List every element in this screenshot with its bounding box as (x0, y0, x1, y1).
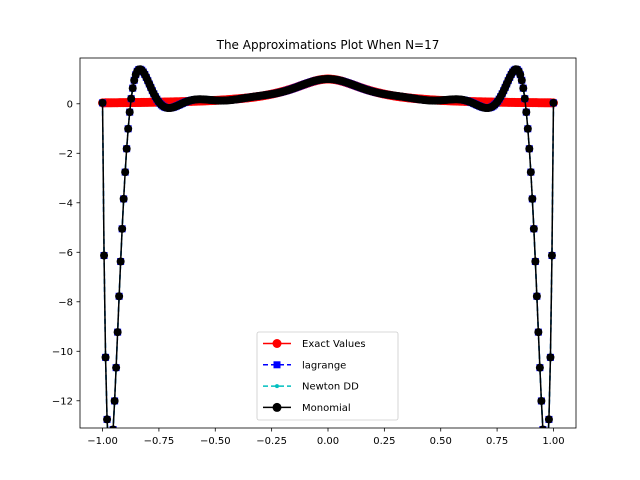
x-tick-label: 1.00 (542, 436, 564, 447)
data-point (112, 363, 121, 372)
legend-item: Exact Values (263, 339, 366, 350)
y-tick-label: −8 (58, 297, 73, 308)
data-point (529, 224, 538, 233)
data-point (539, 425, 547, 428)
x-tick-label: 0.25 (373, 436, 395, 447)
data-point (520, 94, 529, 103)
data-point (547, 251, 556, 260)
y-tick-label: −4 (58, 198, 73, 209)
x-tick-label: 0.00 (317, 436, 339, 447)
data-point (103, 415, 112, 424)
data-point (535, 363, 544, 372)
x-tick-label: 0.50 (430, 436, 452, 447)
data-point (127, 94, 136, 103)
data-point (519, 84, 528, 93)
data-point (546, 353, 555, 362)
data-point (113, 328, 122, 337)
data-point (122, 144, 131, 153)
y-axis: 0 −2 −4 −6 −8 −10 −12 (52, 99, 80, 407)
y-tick-label: −12 (52, 396, 73, 407)
chart-title: The Approximations Plot When N=17 (216, 38, 440, 52)
x-tick-label: −0.75 (144, 436, 175, 447)
legend-marker (272, 402, 282, 412)
data-point (101, 353, 110, 362)
data-point (534, 328, 543, 337)
data-point (121, 168, 130, 177)
data-point (532, 292, 541, 301)
data-point (98, 98, 107, 107)
legend-label: Exact Values (302, 339, 366, 350)
x-tick-label: −0.50 (200, 436, 231, 447)
data-point (549, 98, 558, 107)
y-tick-label: −2 (58, 149, 73, 160)
legend-item: lagrange (263, 360, 346, 371)
data-point (118, 224, 127, 233)
data-point (528, 194, 537, 203)
data-point (525, 144, 534, 153)
data-point (115, 292, 124, 301)
legend-label: Monomial (302, 403, 351, 414)
legend-marker (272, 339, 282, 348)
data-point (517, 76, 526, 85)
legend-marker (273, 361, 281, 369)
data-point (110, 396, 119, 405)
data-point (531, 257, 540, 266)
data-point (109, 425, 117, 428)
legend-label: lagrange (302, 360, 346, 371)
legend-marker (275, 384, 279, 389)
x-tick-label: 0.75 (486, 436, 508, 447)
data-point (522, 108, 531, 117)
legend-frame (256, 331, 399, 421)
legend: Exact Values lagrange Newton DD Monomial (256, 331, 399, 421)
x-tick-label: −1.00 (87, 436, 118, 447)
x-axis: −1.00 −0.75 −0.50 −0.25 0.00 0.25 0.50 0.75 1.00 (87, 428, 565, 447)
y-tick-label: −6 (58, 248, 73, 259)
legend-item: Monomial (263, 402, 351, 414)
y-tick-label: 0 (67, 99, 73, 110)
y-tick-label: −10 (52, 347, 73, 358)
data-point (119, 194, 128, 203)
series-monomial (98, 65, 558, 428)
data-point (124, 124, 133, 133)
x-tick-label: −0.25 (256, 436, 287, 447)
data-point (526, 168, 535, 177)
legend-label: Newton DD (302, 382, 359, 393)
data-point (100, 251, 109, 260)
series-layer (98, 65, 558, 428)
data-point (125, 108, 134, 117)
data-point (537, 396, 546, 405)
legend-item: Newton DD (263, 382, 359, 393)
data-point (128, 84, 137, 93)
data-point (523, 124, 532, 133)
data-point (116, 257, 125, 266)
data-point (544, 415, 553, 424)
